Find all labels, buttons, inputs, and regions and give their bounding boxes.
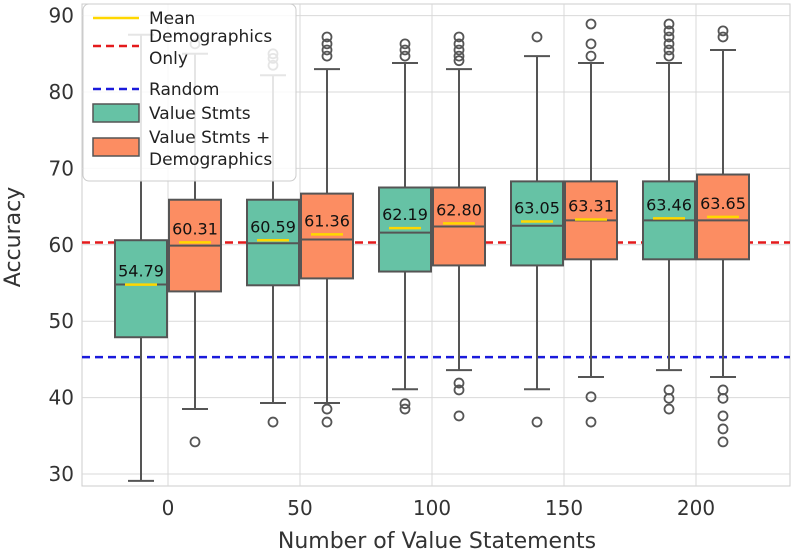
x-tick-label: 150 xyxy=(545,496,583,520)
y-tick-label: 50 xyxy=(49,309,74,333)
outlier-point xyxy=(531,31,543,43)
legend-label: Demographics xyxy=(149,150,272,170)
outlier-point xyxy=(399,38,411,50)
mean-data-label: 63.46 xyxy=(646,195,692,214)
outlier-point xyxy=(663,31,675,43)
box-group: 62.80 xyxy=(432,31,486,422)
outlier-point xyxy=(663,38,675,50)
x-tick-label: 100 xyxy=(413,496,451,520)
x-tick-label: 50 xyxy=(287,496,312,520)
mean-data-label: 60.59 xyxy=(250,217,296,236)
outlier-point xyxy=(453,38,465,50)
outlier-point xyxy=(717,25,729,37)
outlier-point xyxy=(321,50,333,62)
mean-data-label: 62.80 xyxy=(436,200,482,219)
outlier-point xyxy=(531,416,543,428)
box-iqr xyxy=(300,192,354,280)
box-group: 63.31 xyxy=(564,18,618,428)
box-iqr xyxy=(378,186,432,273)
x-tick-label: 0 xyxy=(162,496,175,520)
outlier-point xyxy=(399,44,411,56)
mean-data-label: 54.79 xyxy=(118,262,164,281)
y-tick-label: 80 xyxy=(49,80,74,104)
box-group: 63.65 xyxy=(696,25,750,448)
legend-label: Random xyxy=(149,80,219,100)
legend-box xyxy=(82,3,297,182)
outlier-point xyxy=(717,423,729,435)
outlier-point xyxy=(585,50,597,62)
legend-value-demo-swatch xyxy=(92,137,140,157)
box-group: 61.36 xyxy=(300,31,354,428)
outlier-point xyxy=(321,416,333,428)
mean-data-label: 62.19 xyxy=(382,205,428,224)
x-axis-label: Number of Value Statements xyxy=(278,529,596,553)
box-iqr xyxy=(510,180,564,267)
outlier-point xyxy=(399,50,411,62)
outlier-point xyxy=(453,410,465,422)
mean-data-label: 60.31 xyxy=(172,219,218,238)
outlier-point xyxy=(453,55,465,67)
outlier-point xyxy=(663,50,675,62)
box-group: 62.19 xyxy=(378,38,432,415)
box-iqr xyxy=(696,173,750,261)
outlier-point xyxy=(321,403,333,415)
boxes-layer: 54.79 60.59 62.19 63.05 63.46 60.31 61.36 62.80… xyxy=(114,18,750,482)
mean-data-label: 63.05 xyxy=(514,198,560,217)
y-tick-label: 70 xyxy=(49,156,74,180)
y-tick-label: 30 xyxy=(49,462,74,486)
y-tick-label: 90 xyxy=(49,4,74,28)
outlier-point xyxy=(663,384,675,396)
legend-label: Value Stmts xyxy=(149,104,251,124)
outlier-point xyxy=(663,25,675,37)
x-tick-label: 200 xyxy=(677,496,715,520)
outlier-point xyxy=(585,18,597,30)
outlier-point xyxy=(321,38,333,50)
outlier-point xyxy=(453,50,465,62)
mean-data-label: 63.31 xyxy=(568,197,614,216)
outlier-point xyxy=(717,31,729,43)
y-axis-label: Accuracy xyxy=(1,187,26,287)
outlier-point xyxy=(453,377,465,389)
legend-label: Mean xyxy=(149,9,195,29)
outlier-point xyxy=(321,31,333,43)
legend-value-stmts-swatch xyxy=(92,103,140,123)
outlier-point xyxy=(585,38,597,50)
outlier-point xyxy=(717,436,729,448)
mean-data-label: 63.65 xyxy=(700,194,746,213)
axes-layer: Accuracy Number of Value Statements 30 40… xyxy=(1,4,715,553)
y-tick-label: 60 xyxy=(49,233,74,257)
box-group: 63.46 xyxy=(642,18,696,415)
outlier-point xyxy=(663,18,675,30)
outlier-point xyxy=(189,436,201,448)
outlier-point xyxy=(453,44,465,56)
mean-data-label: 61.36 xyxy=(304,211,350,230)
outlier-point xyxy=(321,44,333,56)
outlier-point xyxy=(267,416,279,428)
outlier-point xyxy=(453,384,465,396)
outlier-point xyxy=(453,31,465,43)
box-group: 63.05 xyxy=(510,31,564,428)
outlier-point xyxy=(585,391,597,403)
legend-label: Only xyxy=(149,49,188,69)
legend-label: Value Stmts + xyxy=(149,128,270,148)
legend-label: Demographics xyxy=(149,27,272,47)
outlier-point xyxy=(663,403,675,415)
outlier-point xyxy=(717,384,729,396)
y-tick-label: 40 xyxy=(49,386,74,410)
outlier-point xyxy=(399,398,411,410)
box-iqr xyxy=(114,239,168,339)
outlier-point xyxy=(717,410,729,422)
outlier-point xyxy=(585,416,597,428)
outlier-point xyxy=(663,44,675,56)
outlier-point xyxy=(399,403,411,415)
box-group: 54.79 xyxy=(114,33,168,482)
